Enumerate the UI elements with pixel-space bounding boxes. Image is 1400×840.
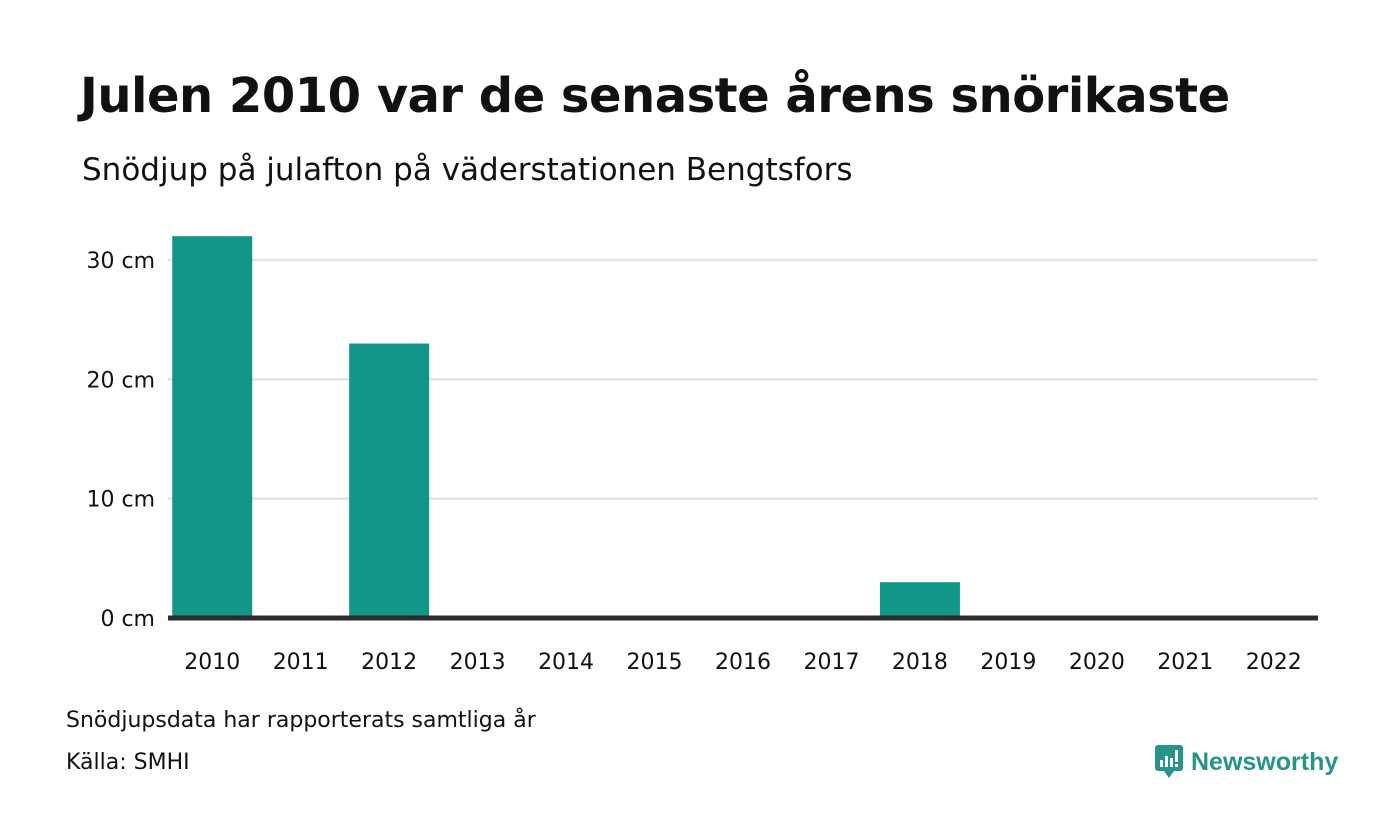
x-tick-label: 2020	[1069, 650, 1125, 675]
logo-text: Newsworthy	[1191, 747, 1339, 776]
source-label: Källa: SMHI	[66, 750, 190, 775]
bars	[172, 236, 960, 618]
bar-chart: 0 cm 10 cm 20 cm 30 cm 2010 2011 2012 2013 2014…	[86, 236, 1318, 675]
gridlines	[168, 258, 1318, 500]
x-tick-label: 2014	[538, 650, 594, 675]
bar	[879, 582, 960, 618]
x-tick-label: 2016	[715, 650, 771, 675]
x-tick-label: 2012	[361, 650, 417, 675]
chart-title: Julen 2010 var de senaste årens snörikas…	[80, 68, 1230, 124]
x-tick-label: 2013	[450, 650, 506, 675]
x-tick-label: 2022	[1246, 650, 1302, 675]
newsworthy-chart-icon	[1155, 745, 1183, 778]
x-tick-label: 2021	[1157, 650, 1213, 675]
y-tick-label: 30 cm	[86, 249, 155, 274]
bar	[349, 343, 430, 618]
x-axis: 2010 2011 2012 2013 2014 2015 2016 2017 2018 2019…	[184, 650, 1302, 675]
chart-subtitle: Snödjup på julafton på väderstationen Be…	[82, 152, 853, 188]
y-tick-label: 10 cm	[86, 488, 155, 513]
x-tick-label: 2011	[273, 650, 329, 675]
footnote: Snödjupsdata har rapporterats samtliga å…	[66, 708, 536, 733]
newsworthy-logo: Newsworthy	[1155, 745, 1338, 779]
x-tick-label: 2015	[627, 650, 683, 675]
x-tick-label: 2018	[892, 650, 948, 675]
y-axis: 0 cm 10 cm 20 cm 30 cm	[86, 249, 155, 632]
x-tick-label: 2010	[184, 650, 240, 675]
y-tick-label: 0 cm	[100, 607, 155, 632]
y-tick-label: 20 cm	[86, 368, 155, 393]
bar	[172, 236, 253, 618]
x-tick-label: 2019	[980, 650, 1036, 675]
x-tick-label: 2017	[803, 650, 859, 675]
